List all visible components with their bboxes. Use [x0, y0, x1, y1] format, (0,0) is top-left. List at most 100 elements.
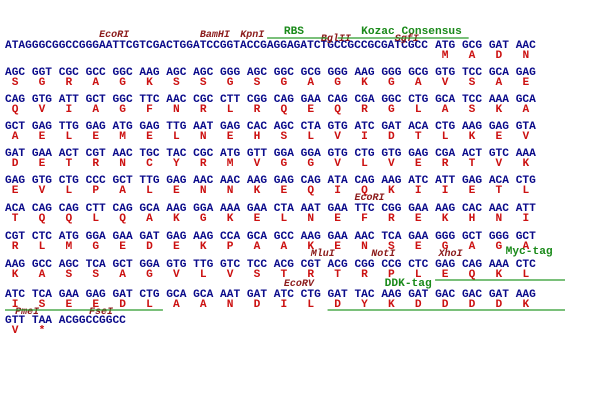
amino-acid: D — [254, 299, 261, 311]
amino-acid: S — [469, 104, 476, 116]
amino-acid: D — [496, 50, 503, 62]
amino-acid: P — [388, 269, 395, 281]
amino-acid: T — [334, 269, 341, 281]
codon: GAT — [408, 289, 428, 301]
codon: GCA — [247, 231, 267, 243]
codon: GAT — [5, 148, 25, 160]
amino-acid: A — [119, 269, 126, 281]
amino-acid: A — [12, 131, 19, 143]
amino-acid: K — [200, 241, 207, 253]
codon: AAG — [435, 203, 455, 215]
amino-acid: E — [307, 104, 314, 116]
codon: TCA — [86, 259, 106, 271]
codon: GAG — [5, 175, 25, 187]
amino-acid: Q — [12, 104, 19, 116]
amino-acid: K — [388, 299, 395, 311]
codon: GCC — [32, 259, 52, 271]
codon: AAG — [247, 175, 267, 187]
amino-acid: E — [522, 77, 529, 89]
enzyme-label: SgfI — [395, 33, 419, 45]
amino-acid: C — [146, 158, 153, 170]
amino-acid: L — [146, 299, 153, 311]
codon: ATG — [435, 40, 455, 52]
codon: TCC — [462, 94, 482, 106]
enzyme-label: FseI — [89, 307, 113, 318]
codon: CGT — [86, 148, 106, 160]
amino-acid: V — [39, 185, 46, 197]
amino-acid: V — [496, 158, 503, 170]
amino-acid: V — [388, 158, 395, 170]
amino-acid: D — [415, 299, 422, 311]
codon: CGA — [435, 148, 455, 160]
codon: CTG — [354, 148, 374, 160]
amino-acid: A — [173, 299, 180, 311]
amino-acid: G — [334, 77, 341, 89]
codon: GAG — [220, 121, 240, 133]
amino-acid: N — [227, 299, 234, 311]
codon: GCG — [462, 40, 482, 52]
codon: GAG — [435, 259, 455, 271]
amino-acid: K — [307, 241, 314, 253]
amino-acid: S — [388, 241, 395, 253]
codon: GTG — [32, 94, 52, 106]
codon: TCA — [32, 289, 52, 301]
amino-acid: F — [361, 213, 368, 225]
amino-acid: P — [92, 185, 99, 197]
codon: ATT — [435, 175, 455, 187]
amino-acid: I — [361, 131, 368, 143]
amino-acid: M — [227, 158, 234, 170]
amino-acid: D — [388, 131, 395, 143]
codon: GGA — [193, 203, 213, 215]
codon: CAG — [328, 94, 348, 106]
codon: ACA — [5, 203, 25, 215]
amino-acid: K — [522, 299, 529, 311]
codon: GAG — [166, 231, 186, 243]
amino-acid: E — [415, 213, 422, 225]
amino-acid: R — [200, 158, 207, 170]
amino-acid: T — [281, 269, 288, 281]
amino-acid: K — [227, 213, 234, 225]
codon: GGA — [86, 231, 106, 243]
codon: CAC — [462, 203, 482, 215]
amino-acid: K — [388, 185, 395, 197]
amino-acid: E — [496, 131, 503, 143]
codon: GGT — [32, 67, 52, 79]
codon: CAG — [354, 175, 374, 187]
codon: CAG — [32, 203, 52, 215]
amino-acid: E — [173, 241, 180, 253]
amino-acid: M — [65, 241, 72, 253]
amino-acid: A — [469, 241, 476, 253]
amino-acid: L — [200, 269, 207, 281]
codon: TAC — [354, 289, 374, 301]
codon: GAT — [328, 289, 348, 301]
codon: CTG — [139, 289, 159, 301]
codon: CTG — [435, 121, 455, 133]
amino-acid: A — [442, 104, 449, 116]
amino-acid: E — [227, 131, 234, 143]
codon: CTC — [408, 259, 428, 271]
codon: ATC — [5, 289, 25, 301]
amino-acid: G — [442, 241, 449, 253]
codon: GCT — [113, 259, 133, 271]
amino-acid: G — [146, 269, 153, 281]
tag-label: Myc-tag — [506, 246, 553, 258]
amino-acid: G — [119, 77, 126, 89]
codon: GAA — [247, 203, 267, 215]
codon: GCT — [5, 121, 25, 133]
codon: TCA — [381, 231, 401, 243]
codon: GAG — [516, 67, 536, 79]
amino-acid: E — [146, 131, 153, 143]
amino-acid: A — [146, 213, 153, 225]
codon: CGG — [247, 94, 267, 106]
amino-acid: G — [388, 77, 395, 89]
codon: GAG — [139, 121, 159, 133]
codon: GAA — [32, 148, 52, 160]
enzyme-label: NotI — [371, 249, 395, 260]
codon: TGC — [139, 148, 159, 160]
amino-acid: S — [254, 269, 261, 281]
enzyme-label: EcoRV — [284, 279, 315, 290]
codon: AAA — [516, 148, 536, 160]
codon: AAG — [5, 259, 25, 271]
amino-acid: S — [12, 77, 19, 89]
codon: GAT — [139, 231, 159, 243]
